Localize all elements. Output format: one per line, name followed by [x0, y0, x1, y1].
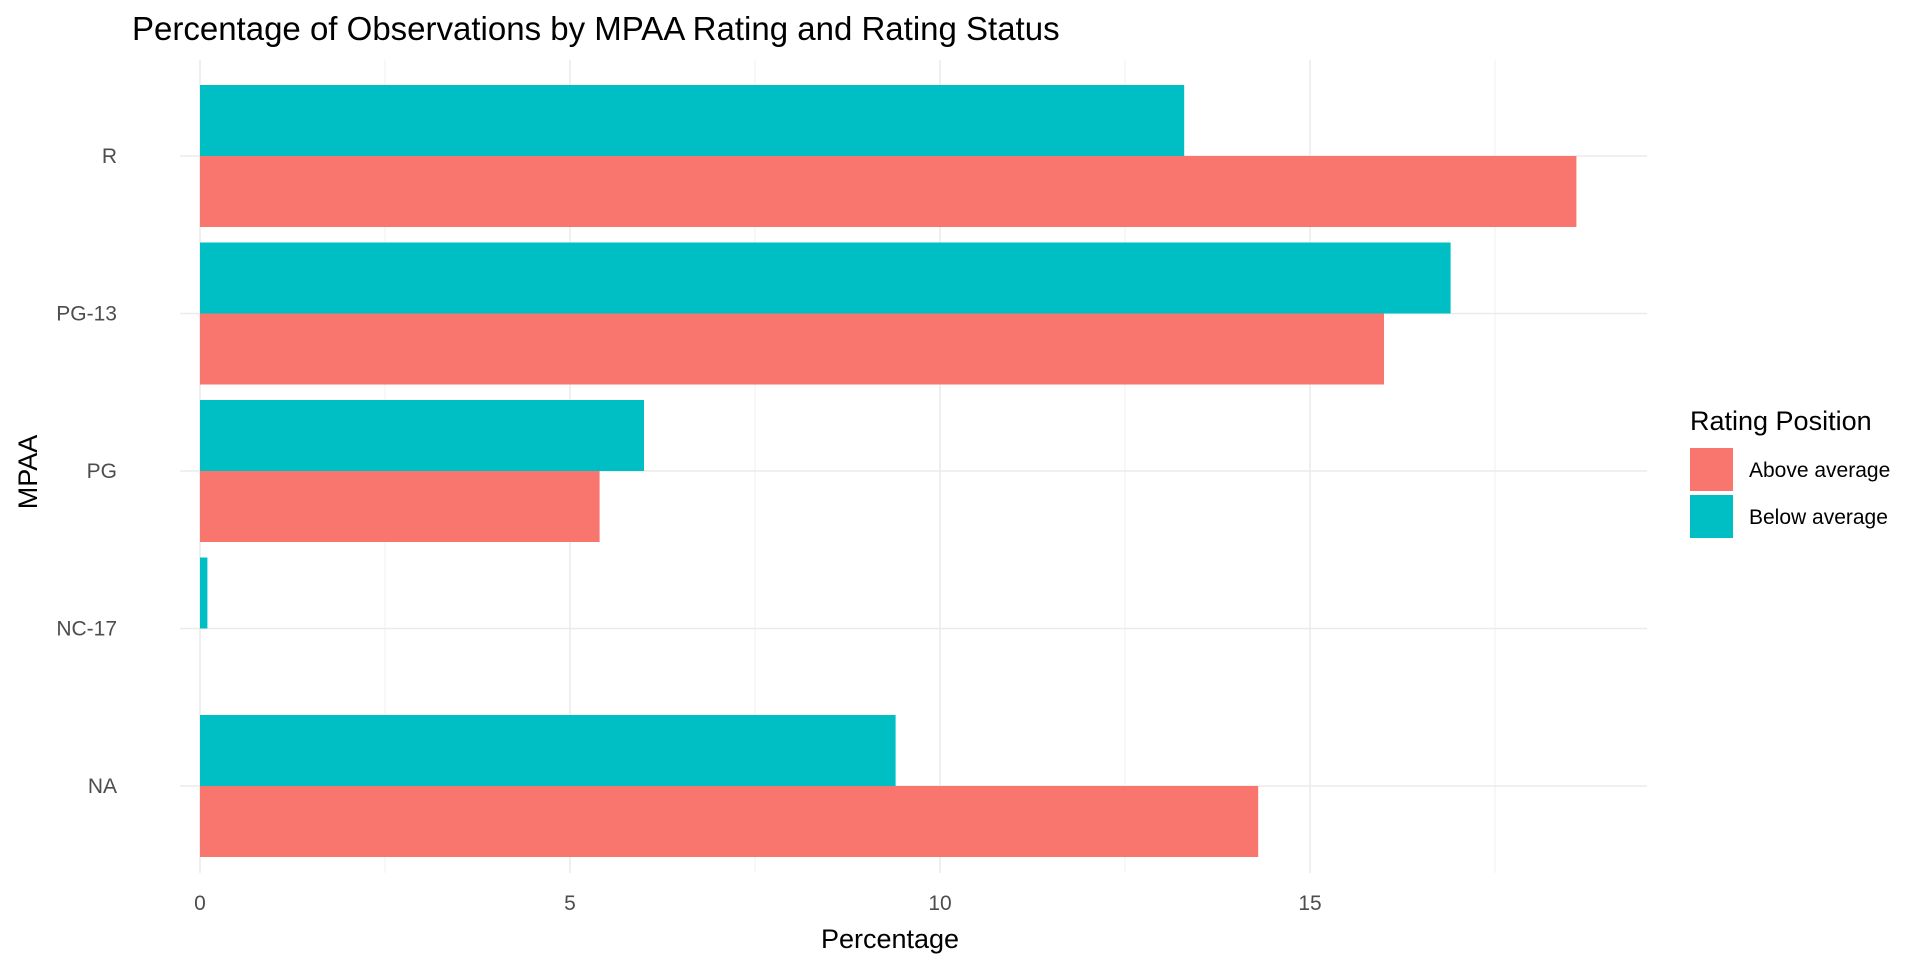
bar-below-average-pg-13 [200, 242, 1451, 314]
x-tick-label: 15 [1298, 892, 1321, 915]
bar-above-average-pg-13 [200, 313, 1384, 385]
x-tick-label: 10 [928, 892, 951, 915]
y-tick-label: R [102, 145, 117, 168]
x-tick-label: 0 [194, 892, 206, 915]
y-tick-label: NA [88, 775, 117, 798]
y-tick-label: PG-13 [56, 303, 117, 326]
y-tick-label: PG [87, 460, 117, 483]
x-axis-title: Percentage [821, 924, 959, 954]
legend-label: Below average [1749, 506, 1888, 529]
legend-title: Rating Position [1690, 406, 1872, 436]
legend-items: Above average Below average [1690, 448, 1890, 538]
bar-above-average-r [200, 156, 1577, 227]
y-axis-title: MPAA [13, 435, 43, 510]
bar-above-average-na [200, 786, 1259, 857]
y-axis-tick-labels: R PG-13 PG NC-17 NA [56, 145, 117, 798]
chart-title: Percentage of Observations by MPAA Ratin… [132, 10, 1060, 47]
bar-below-average-na [200, 715, 896, 786]
x-tick-label: 5 [564, 892, 576, 915]
bar-below-average-nc-17 [200, 557, 208, 629]
y-tick-label: NC-17 [56, 618, 117, 641]
legend-label: Above average [1749, 459, 1890, 482]
legend-key-above-average [1690, 448, 1733, 491]
bar-below-average-pg [200, 400, 644, 471]
bar-above-average-pg [200, 471, 600, 542]
legend: Rating Position Above average Below avera… [1690, 406, 1890, 538]
bars [200, 85, 1577, 857]
x-axis-tick-labels: 0 5 10 15 [194, 892, 1322, 915]
legend-key-below-average [1690, 495, 1733, 538]
bar-below-average-r [200, 85, 1185, 156]
